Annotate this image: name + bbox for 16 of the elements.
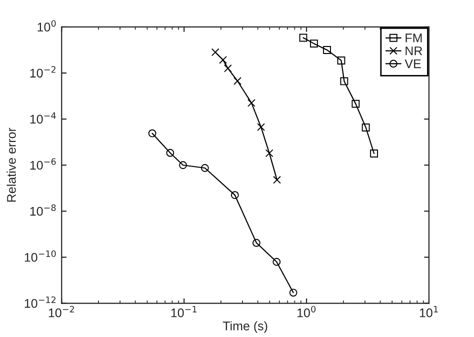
legend-label: VE [404,59,421,68]
x-tick-label: 10$^{−2}$ [48,306,74,318]
y-tick-label: 10$^{−10}$ [24,250,56,262]
y-axis-title: Relative error [6,128,16,202]
y-tick-label: 10$^{0}$ [38,20,56,32]
x-axis-title: Time (s) [222,321,268,333]
x-tick-label: 10$^{0}$ [297,306,316,318]
legend-label: FM [406,34,422,42]
y-tick-label: 10$^{−6}$ [30,158,56,170]
y-tick-label: 10$^{−4}$ [30,112,56,124]
x-tick-label: 10$^{1}$ [420,306,438,318]
y-tick-label: 10$^{−8}$ [30,204,56,216]
y-tick-label: 10$^{−12}$ [24,296,56,308]
y-tick-label: 10$^{−2}$ [30,66,56,78]
legend-label: NR [406,46,422,56]
x-tick-label: 10$^{−1}$ [171,306,196,318]
